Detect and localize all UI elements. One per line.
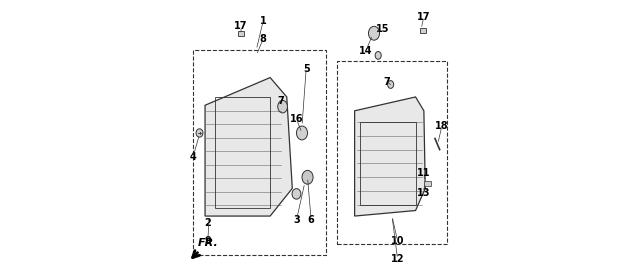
- Ellipse shape: [302, 170, 313, 184]
- Bar: [424, 181, 431, 186]
- Polygon shape: [355, 97, 425, 216]
- Text: 3: 3: [293, 215, 300, 225]
- Ellipse shape: [375, 52, 381, 59]
- Text: 1: 1: [260, 16, 267, 26]
- Text: 18: 18: [435, 121, 449, 131]
- Bar: [420, 28, 426, 33]
- Text: 12: 12: [391, 254, 404, 264]
- Bar: [215, 97, 270, 208]
- Bar: [360, 122, 415, 205]
- Text: 7: 7: [278, 96, 285, 106]
- Text: 15: 15: [376, 24, 389, 34]
- Text: 10: 10: [391, 236, 404, 246]
- Text: 17: 17: [417, 12, 431, 22]
- Bar: [193, 50, 326, 255]
- Ellipse shape: [388, 81, 394, 88]
- Text: FR.: FR.: [198, 238, 219, 248]
- Text: 17: 17: [234, 21, 248, 31]
- Bar: [238, 31, 244, 36]
- Text: 11: 11: [417, 168, 431, 178]
- Text: 6: 6: [308, 215, 314, 225]
- Text: 8: 8: [260, 34, 267, 44]
- Text: 5: 5: [303, 64, 310, 74]
- Bar: [337, 61, 447, 244]
- Text: 16: 16: [290, 114, 303, 124]
- Ellipse shape: [196, 129, 203, 137]
- Ellipse shape: [369, 26, 380, 40]
- Text: 14: 14: [359, 46, 372, 56]
- Ellipse shape: [292, 189, 301, 199]
- Ellipse shape: [296, 126, 308, 140]
- Text: 9: 9: [204, 236, 211, 246]
- Text: 4: 4: [189, 152, 196, 161]
- Text: 2: 2: [204, 218, 211, 228]
- Ellipse shape: [278, 101, 287, 113]
- Polygon shape: [205, 78, 292, 216]
- Text: 7: 7: [383, 77, 390, 87]
- Text: 13: 13: [417, 188, 431, 198]
